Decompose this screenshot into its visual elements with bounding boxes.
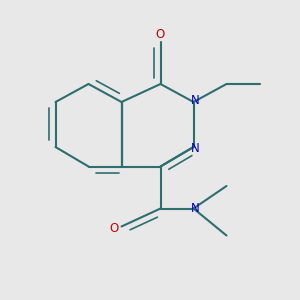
Text: O: O [156, 28, 165, 41]
Text: N: N [190, 94, 200, 107]
Text: N: N [190, 202, 200, 215]
Text: N: N [190, 142, 200, 155]
Text: O: O [110, 221, 118, 235]
